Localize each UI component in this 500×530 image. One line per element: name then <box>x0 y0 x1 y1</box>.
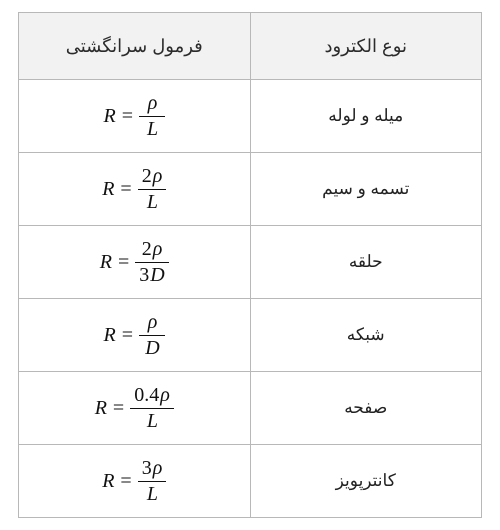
fraction: ρ D <box>139 312 165 359</box>
num-coef: 2 <box>142 238 152 260</box>
formula-lhs: R <box>95 397 107 420</box>
formula: R = ρ D <box>104 312 166 359</box>
num-sym: ρ <box>153 238 163 260</box>
fraction: ρ L <box>139 93 165 140</box>
table-row: R = 3ρ L کانترپویز <box>19 445 482 518</box>
table-row: R = ρ L میله و لوله <box>19 80 482 153</box>
den-sym: D <box>150 264 164 286</box>
num-sym: ρ <box>148 92 158 114</box>
den-sym: L <box>147 191 158 213</box>
electrode-formula-table: فرمول سرانگشتی نوع الکترود R = ρ L <box>18 12 482 518</box>
formula: R = 2ρ 3D <box>100 239 169 286</box>
type-cell: میله و لوله <box>250 80 482 153</box>
den-sym: L <box>147 118 158 140</box>
type-cell: صفحه <box>250 372 482 445</box>
den-coef: 3 <box>139 264 149 286</box>
equals-sign: = <box>120 178 131 201</box>
table-row: R = 2ρ 3D حلقه <box>19 226 482 299</box>
formula-lhs: R <box>102 178 114 201</box>
formula-cell: R = 2ρ L <box>19 153 251 226</box>
num-sym: ρ <box>153 165 163 187</box>
equals-sign: = <box>113 397 124 420</box>
formula-cell: R = ρ D <box>19 299 251 372</box>
den-sym: L <box>147 410 158 432</box>
num-coef: 3 <box>142 457 152 479</box>
fraction-bar <box>138 189 167 190</box>
fraction-bar <box>130 408 174 409</box>
col-header-formula: فرمول سرانگشتی <box>19 13 251 80</box>
num-coef: 0.4 <box>134 384 159 406</box>
table-row: R = ρ D شبکه <box>19 299 482 372</box>
equals-sign: = <box>120 470 131 493</box>
formula-cell: R = 3ρ L <box>19 445 251 518</box>
equals-sign: = <box>122 324 133 347</box>
den-sym: L <box>147 483 158 505</box>
fraction: 0.4ρ L <box>130 385 174 432</box>
type-cell: کانترپویز <box>250 445 482 518</box>
formula-lhs: R <box>104 324 116 347</box>
formula: R = ρ L <box>104 93 166 140</box>
fraction: 2ρ L <box>138 166 167 213</box>
num-sym: ρ <box>160 384 170 406</box>
col-header-type: نوع الکترود <box>250 13 482 80</box>
num-sym: ρ <box>153 457 163 479</box>
fraction-bar <box>135 262 168 263</box>
type-cell: شبکه <box>250 299 482 372</box>
fraction: 2ρ 3D <box>135 239 168 286</box>
formula-lhs: R <box>104 105 116 128</box>
fraction-bar <box>139 335 165 336</box>
fraction: 3ρ L <box>138 458 167 505</box>
fraction-bar <box>138 481 167 482</box>
formula: R = 3ρ L <box>102 458 166 505</box>
formula-lhs: R <box>102 470 114 493</box>
num-sym: ρ <box>148 311 158 333</box>
type-cell: تسمه و سیم <box>250 153 482 226</box>
formula: R = 0.4ρ L <box>95 385 174 432</box>
formula-cell: R = 0.4ρ L <box>19 372 251 445</box>
table-row: R = 2ρ L تسمه و سیم <box>19 153 482 226</box>
table-row: R = 0.4ρ L صفحه <box>19 372 482 445</box>
num-coef: 2 <box>142 165 152 187</box>
formula-cell: R = 2ρ 3D <box>19 226 251 299</box>
table-header-row: فرمول سرانگشتی نوع الکترود <box>19 13 482 80</box>
formula-cell: R = ρ L <box>19 80 251 153</box>
formula-lhs: R <box>100 251 112 274</box>
type-cell: حلقه <box>250 226 482 299</box>
formula: R = 2ρ L <box>102 166 166 213</box>
fraction-bar <box>139 116 165 117</box>
equals-sign: = <box>122 105 133 128</box>
equals-sign: = <box>118 251 129 274</box>
den-sym: D <box>145 337 159 359</box>
